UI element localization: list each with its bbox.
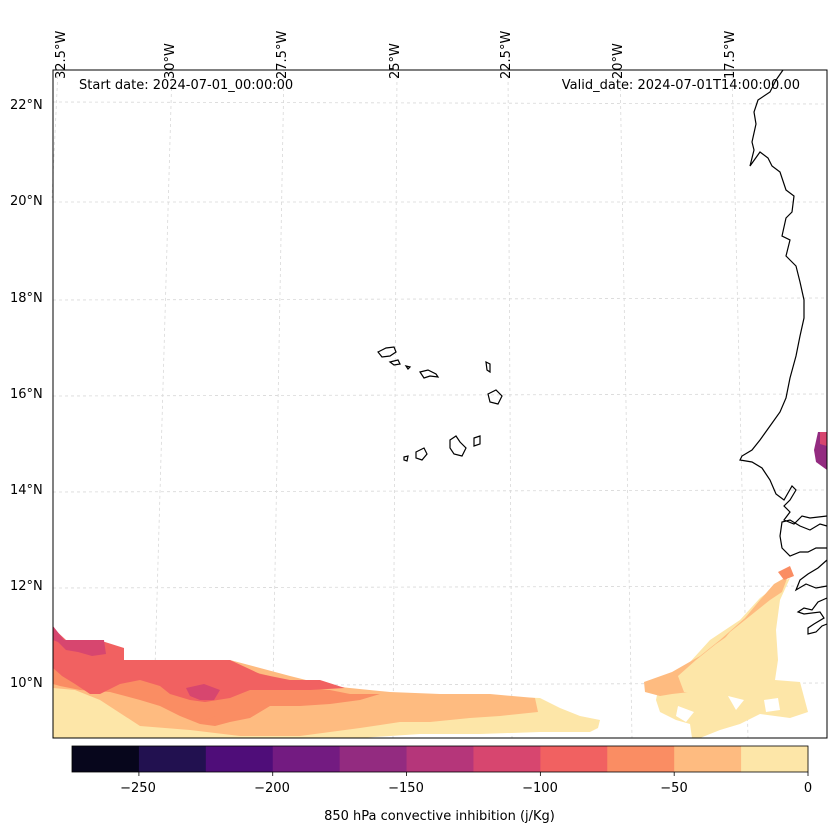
lon-label: 17.5°W — [723, 30, 738, 79]
colorbar-tick-label: −150 — [388, 781, 424, 796]
lon-label: 27.5°W — [275, 30, 290, 79]
island-sao-nicolau — [419, 369, 440, 379]
colorbar-swatch — [741, 746, 809, 772]
cin-region-crimson-west — [53, 626, 106, 656]
colorbar-swatch — [272, 746, 341, 772]
guinea-bissau-coast — [794, 559, 828, 592]
island-sal — [485, 360, 491, 374]
cin-hole-east-3 — [728, 696, 744, 710]
guinea-coast — [796, 597, 828, 635]
island-fogo — [415, 447, 428, 461]
lat-label: 12°N — [10, 579, 43, 594]
senegal-gambia-coast — [779, 519, 828, 557]
colorbar-swatch — [205, 746, 274, 772]
colorbar-title: 850 hPa convective inhibition (j/Kg) — [324, 809, 555, 824]
colorbar-swatch — [540, 746, 608, 772]
colorbar-tick-label: −50 — [660, 781, 688, 796]
lat-label: 16°N — [10, 387, 43, 402]
cin-region-pink-coast — [820, 432, 827, 446]
lon-label: 25°W — [388, 43, 403, 79]
lat-label: 20°N — [10, 194, 43, 209]
cin-field — [53, 432, 827, 738]
colorbar-swatch — [138, 746, 207, 772]
colorbar-swatch — [674, 746, 742, 772]
island-sao-vicente — [388, 359, 401, 366]
island-santa-luzia — [404, 365, 412, 370]
colorbar-tick-label: 0 — [803, 781, 813, 796]
colorbar-swatch — [339, 746, 408, 772]
lon-label: 20°W — [611, 43, 626, 79]
colorbar-tick-label: −250 — [120, 781, 156, 796]
start-date-label: Start date: 2024-07-01_00:00:00 — [79, 78, 294, 93]
cin-region-red-west — [53, 628, 345, 702]
map-frame — [52, 69, 828, 739]
colorbar-frame — [71, 745, 809, 773]
cin-hole-east-1 — [676, 706, 694, 722]
colorbar — [71, 745, 809, 776]
colorbar-tick-label: −200 — [254, 781, 290, 796]
cin-region-crimson-patch — [186, 684, 220, 700]
lat-label: 10°N — [10, 676, 43, 691]
cin-region-orange-coast — [778, 566, 794, 580]
cin-hole-east-2 — [764, 698, 780, 712]
island-santo-antao — [377, 346, 397, 358]
cin-region-orange-spot — [182, 706, 216, 722]
island-brava — [403, 455, 409, 462]
colorbar-swatch — [607, 746, 675, 772]
coastlines — [377, 69, 828, 635]
lon-label: 32.5°W — [54, 30, 69, 79]
lat-label: 22°N — [10, 98, 43, 113]
colorbar-swatch — [473, 746, 541, 772]
colorbar-tick-label: −100 — [522, 781, 558, 796]
island-boa-vista — [487, 389, 503, 405]
lat-label: 14°N — [10, 483, 43, 498]
graticule — [51, 69, 828, 739]
island-maio — [473, 435, 481, 447]
lon-label: 22.5°W — [499, 30, 514, 79]
lon-label: 30°W — [163, 43, 178, 79]
africa-coastline — [739, 69, 828, 525]
colorbar-swatch — [406, 746, 474, 772]
cin-region-yellow-east-inner — [678, 600, 772, 694]
colorbar-swatch — [72, 746, 140, 772]
lat-label: 18°N — [10, 291, 43, 306]
cin-region-light-orange-east — [644, 576, 788, 696]
valid-date-label: Valid_date: 2024-07-01T14:00:00.00 — [561, 78, 800, 93]
island-santiago — [449, 435, 467, 457]
